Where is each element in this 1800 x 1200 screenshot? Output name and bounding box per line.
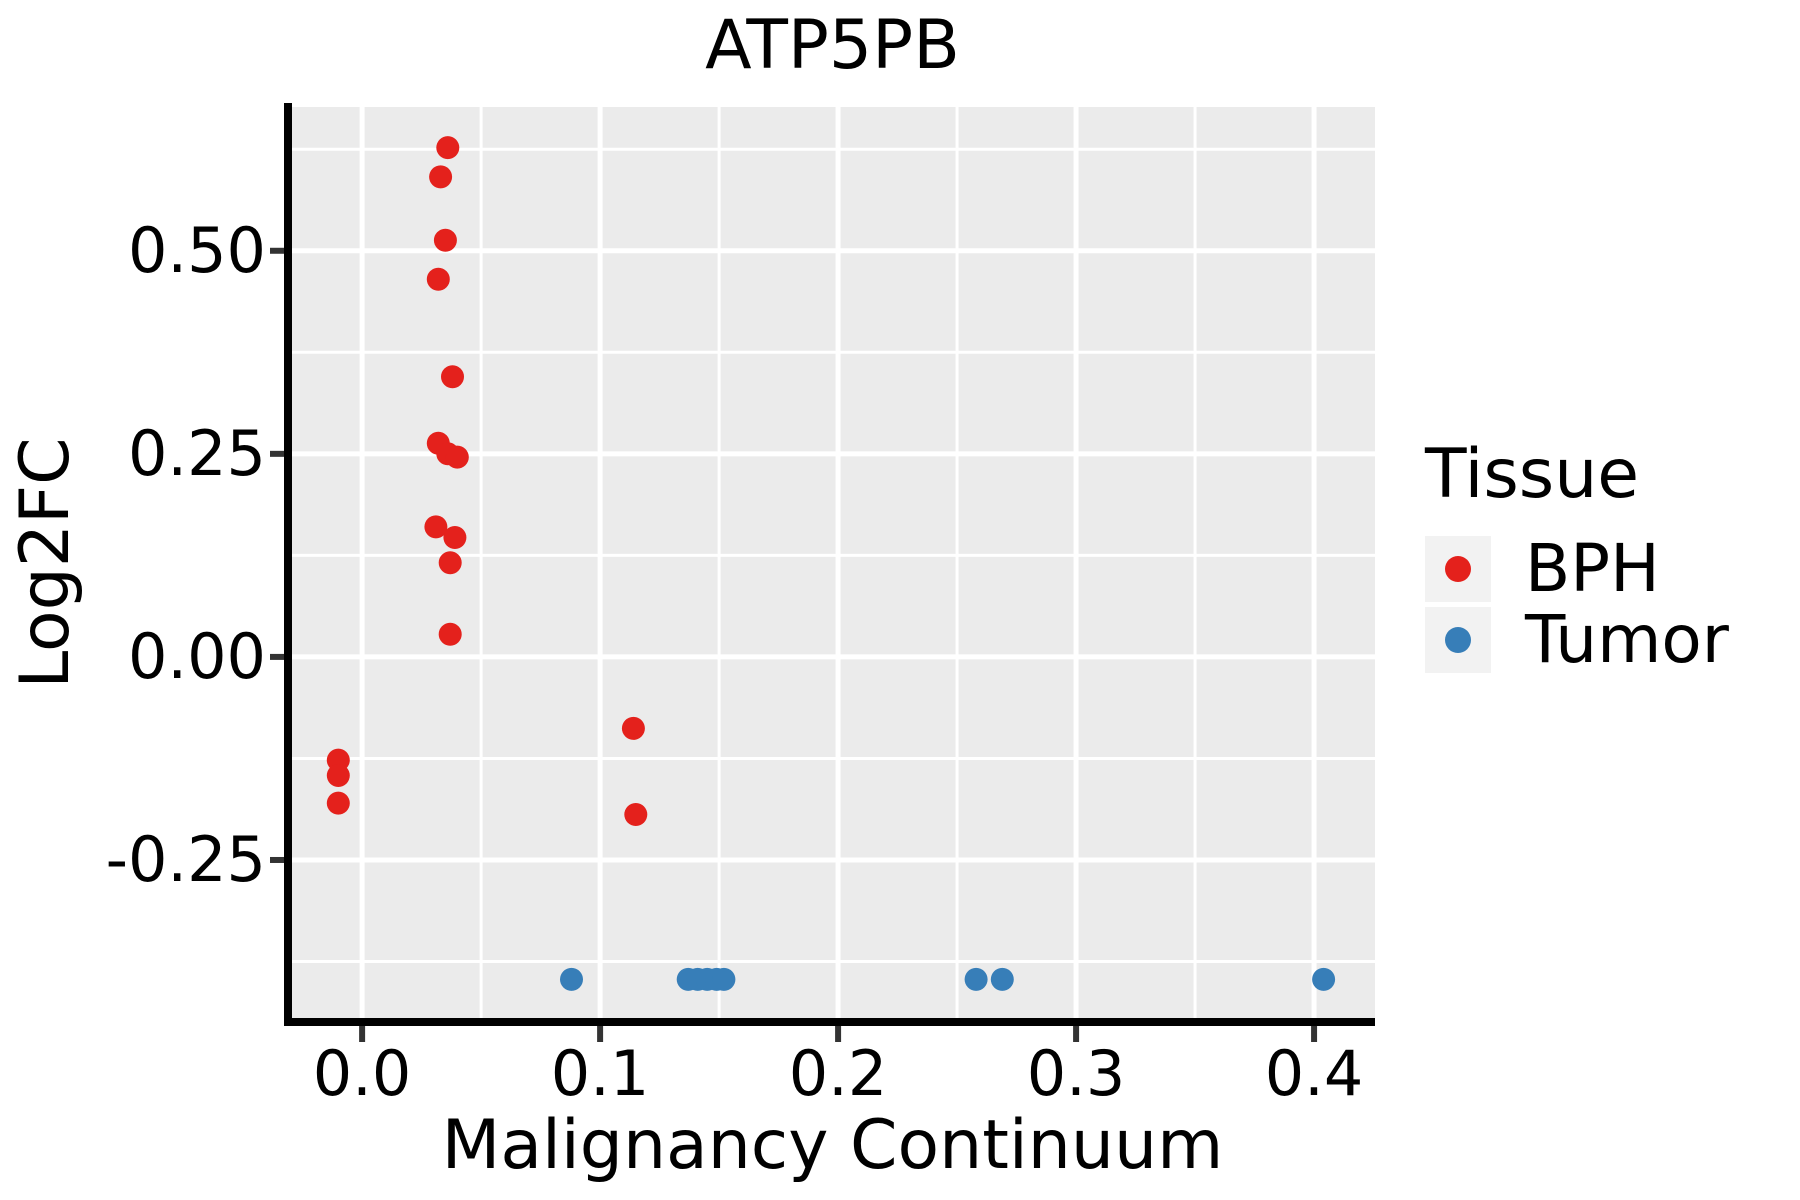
- data-point-bph: [436, 136, 460, 160]
- y-tick-label: -0.25: [105, 823, 266, 896]
- x-tick-label: 0.3: [1026, 1037, 1126, 1110]
- legend-dot-icon: [1445, 556, 1471, 582]
- data-point-tumor: [712, 967, 736, 991]
- y-tick-label: 0.00: [127, 620, 266, 693]
- legend-item-bph: BPH: [1425, 536, 1729, 602]
- y-tick-label: 0.50: [127, 214, 266, 287]
- data-point-bph: [621, 716, 645, 740]
- legend-item-tumor: Tumor: [1425, 607, 1729, 673]
- data-point-tumor: [1312, 967, 1336, 991]
- x-tick-label: 0.1: [550, 1037, 650, 1110]
- data-point-tumor: [560, 967, 583, 991]
- chart-title: ATP5PB: [705, 6, 960, 85]
- data-point-bph: [433, 228, 457, 252]
- legend-dot-icon: [1445, 627, 1471, 653]
- y-tick-label: 0.25: [127, 417, 266, 490]
- data-point-bph: [438, 622, 462, 646]
- data-point-tumor: [990, 967, 1014, 991]
- legend-title: Tissue: [1425, 435, 1640, 514]
- legend-items: BPH Tumor: [1425, 536, 1729, 673]
- x-axis-label: Malignancy Continuum: [441, 1106, 1224, 1185]
- legend: Tissue BPH Tumor: [1425, 438, 1729, 678]
- x-tick-label: 0.4: [1264, 1037, 1364, 1110]
- x-tick-label: 0.2: [788, 1037, 888, 1110]
- data-point-bph: [429, 165, 453, 189]
- data-point-bph: [426, 267, 450, 291]
- data-point-bph: [424, 515, 448, 539]
- legend-key: [1425, 607, 1491, 673]
- data-point-bph: [445, 445, 469, 469]
- legend-item-label: BPH: [1525, 530, 1660, 607]
- data-point-bph: [624, 803, 648, 826]
- data-point-tumor: [964, 967, 988, 991]
- data-point-bph: [326, 764, 350, 787]
- legend-key: [1425, 536, 1491, 602]
- legend-item-label: Tumor: [1525, 601, 1729, 678]
- data-point-bph: [441, 365, 464, 389]
- data-point-bph: [443, 526, 467, 549]
- data-point-bph: [326, 791, 350, 815]
- x-tick-label: 0.0: [312, 1037, 412, 1110]
- data-point-bph: [438, 551, 462, 575]
